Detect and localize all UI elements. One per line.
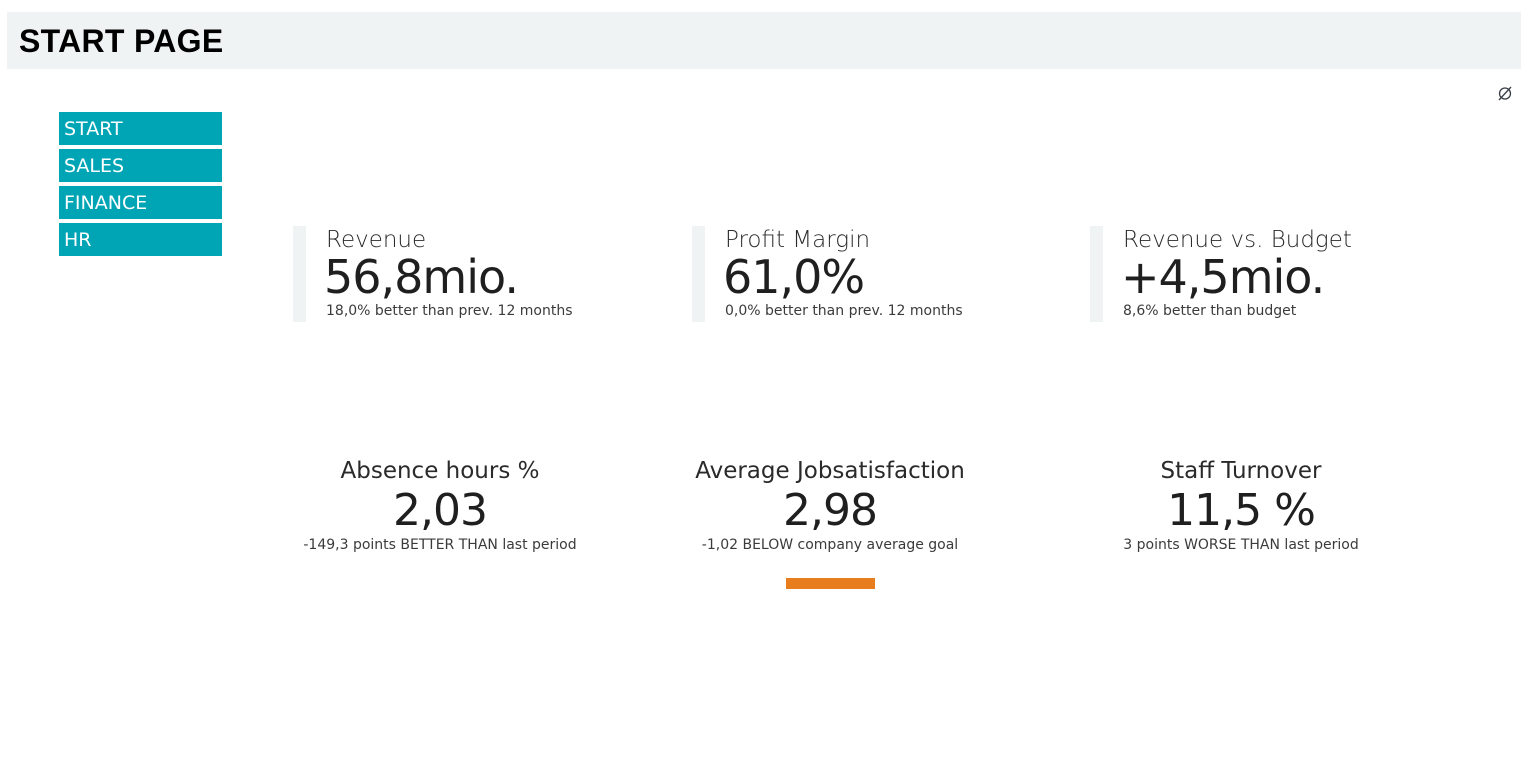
kpi-title: Absence hours % — [340, 458, 540, 484]
kpi-value: 61,0% — [723, 250, 865, 304]
nav-item-hr[interactable]: HR — [59, 223, 222, 256]
kpi-subtitle: 0,0% better than prev. 12 months — [725, 303, 963, 319]
nav-item-sales[interactable]: SALES — [59, 149, 222, 182]
kpi-title: Average Jobsatisfaction — [695, 458, 965, 484]
kpi-card-staff-turnover: Staff Turnover 11,5 % 3 points WORSE THA… — [1061, 456, 1421, 554]
kpi-accent-bar — [692, 226, 705, 322]
kpi-subtitle: 8,6% better than budget — [1123, 303, 1297, 319]
kpi-title: Staff Turnover — [1160, 458, 1322, 484]
kpi-title: Profit Margin — [725, 227, 871, 253]
kpi-accent-bar — [293, 226, 306, 322]
kpi-subtitle: 3 points WORSE THAN last period — [1123, 537, 1359, 553]
kpi-subtitle: 18,0% better than prev. 12 months — [326, 303, 573, 319]
nav-item-start[interactable]: START — [59, 112, 222, 145]
page-title: START PAGE — [19, 23, 224, 59]
nav-item-finance[interactable]: FINANCE — [59, 186, 222, 219]
kpi-value: 56,8mio. — [324, 250, 519, 304]
kpi-subtitle: -149,3 points BETTER THAN last period — [303, 537, 577, 553]
kpi-card-absence-hours: Absence hours % 2,03 -149,3 points BETTE… — [260, 456, 620, 554]
kpi-title: Revenue vs. Budget — [1123, 227, 1352, 253]
page-header: START PAGE — [7, 12, 1521, 69]
kpi-value: 2,98 — [783, 485, 878, 536]
kpi-card-jobsatisfaction: Average Jobsatisfaction 2,98 -1,02 BELOW… — [650, 456, 1010, 554]
kpi-value: 2,03 — [393, 485, 488, 536]
kpi-subtitle: -1,02 BELOW company average goal — [701, 537, 959, 553]
kpi-value: +4,5mio. — [1121, 250, 1325, 304]
empty-set-icon[interactable] — [1496, 84, 1514, 102]
jobsatisfaction-indicator-bar — [786, 578, 875, 589]
kpi-accent-bar — [1090, 226, 1103, 322]
kpi-title: Revenue — [326, 227, 427, 253]
kpi-value: 11,5 % — [1167, 485, 1316, 536]
main-nav: START SALES FINANCE HR — [59, 112, 222, 260]
